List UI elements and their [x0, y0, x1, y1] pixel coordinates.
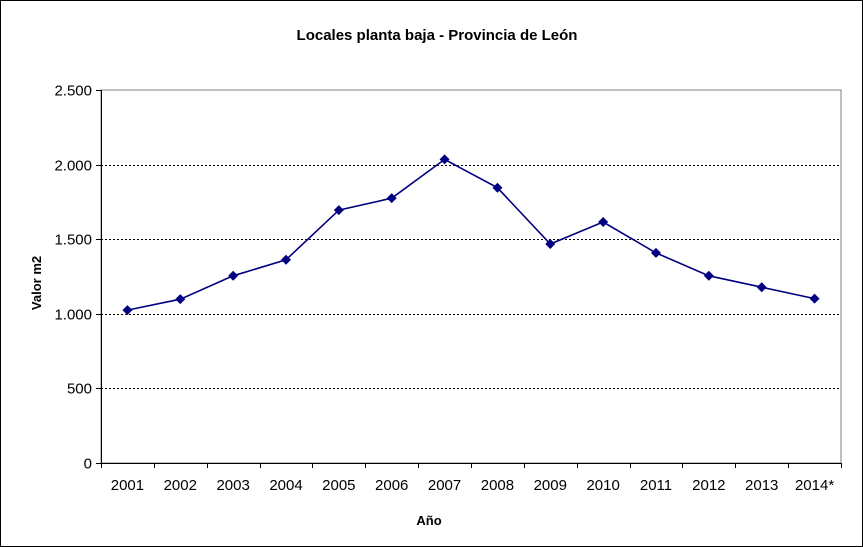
data-point-marker: [386, 193, 397, 204]
data-point-marker: [281, 254, 291, 265]
x-tick-label: 2013: [745, 477, 778, 494]
y-tick-label: 1.500: [54, 232, 92, 249]
x-tick-labels: 2001 2002 2003 2004 2005 2006 2007 2008 2009 2010…: [111, 477, 835, 494]
axes: [96, 90, 842, 468]
x-tick-label: 2005: [322, 477, 355, 494]
x-tick-label: 2011: [640, 477, 672, 494]
data-point-marker: [439, 154, 450, 165]
x-tick-label: 2007: [428, 477, 461, 494]
x-tick-label: 2006: [375, 477, 408, 494]
series-group: [122, 154, 820, 316]
data-point-marker: [598, 217, 609, 228]
y-tick-label: 1.000: [54, 307, 92, 324]
x-axis-title: Año: [416, 513, 441, 528]
y-tick-label: 500: [67, 381, 92, 398]
x-tick-label: 2001: [111, 477, 144, 494]
x-tick-label: 2014*: [795, 477, 834, 494]
x-tick-label: 2003: [216, 477, 249, 494]
series-line: [127, 158, 815, 311]
data-point-marker: [228, 270, 239, 281]
x-tick-label: 2012: [692, 477, 725, 494]
y-tick-labels: 0 500 1.000 1.500 2.000 2.500: [54, 83, 92, 473]
data-point-marker: [651, 247, 661, 258]
x-tick-label: 2009: [534, 477, 567, 494]
y-tick-label: 2.000: [54, 158, 92, 175]
data-point-marker: [122, 305, 133, 316]
data-point-marker: [545, 238, 556, 249]
chart-title: Locales planta baja - Provincia de León: [297, 27, 578, 44]
x-tick-label: 2008: [481, 477, 514, 494]
y-axis-title: Valor m2: [29, 256, 44, 310]
data-point-marker: [333, 205, 344, 216]
plot-area: [100, 89, 842, 464]
x-tick-label: 2010: [586, 477, 619, 494]
y-tick-label: 2.500: [54, 83, 92, 100]
x-tick-label: 2004: [269, 477, 302, 494]
x-tick-label: 2002: [164, 477, 197, 494]
data-point-marker: [809, 293, 820, 304]
data-point-marker: [175, 294, 186, 305]
data-point-marker: [492, 182, 503, 193]
data-point-marker: [756, 282, 767, 293]
y-tick-label: 0: [84, 456, 92, 473]
grid-lines: [101, 165, 841, 389]
data-point-marker: [703, 270, 714, 281]
